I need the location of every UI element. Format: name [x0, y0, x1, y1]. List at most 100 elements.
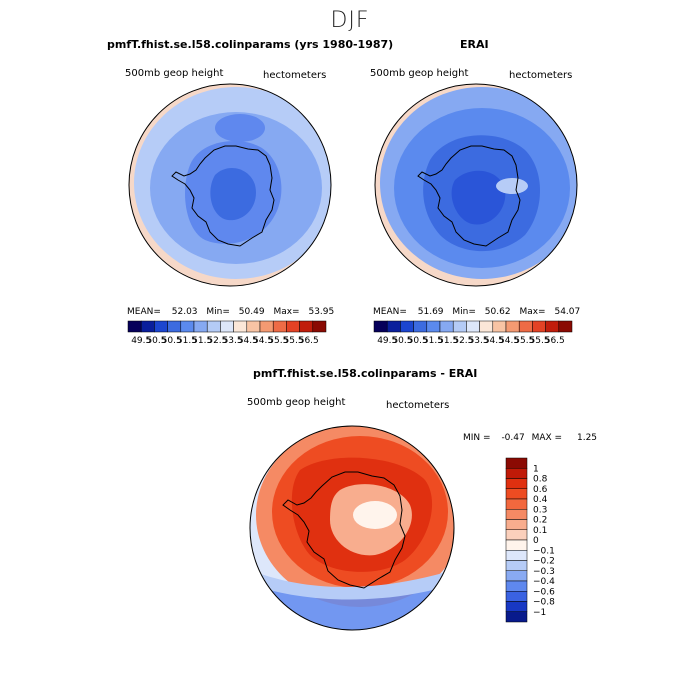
panel3-colorbar-swatch	[505, 539, 528, 551]
panel2-colorbar-swatch	[466, 320, 480, 333]
panel1-map-border	[128, 83, 332, 287]
panel3-min-value: -0.47	[501, 433, 525, 443]
panel1-colorbar-tick-label: 52.5	[207, 336, 227, 346]
panel3-colorbar-swatch	[505, 498, 528, 510]
panel3-colorbar-swatch	[505, 478, 528, 489]
panel1-colorbar-tick-label: 55.5	[284, 336, 304, 346]
panel3-colorbar: 10.80.60.40.30.20.10−0.1−0.2−0.3−0.4−0.6…	[505, 457, 555, 623]
panel1-units-label: hectometers	[263, 70, 327, 81]
panel1-colorbar-tick-label: 54.5	[238, 336, 258, 346]
panel3-colorbar-swatch	[505, 580, 528, 592]
panel1-colorbar-tick-label: 50.5	[146, 336, 166, 346]
panel2-max-value: 54.07	[554, 307, 581, 317]
panel3-colorbar-tick-label: −0.2	[533, 557, 555, 567]
panel2-field-core	[451, 170, 506, 225]
panel2-colorbar-tick-label: 49.5	[377, 336, 397, 346]
panel2-light-patch	[496, 178, 528, 194]
panel2-colorbar-swatch	[400, 320, 414, 333]
panel1-colorbar-tick-label: 56.5	[299, 336, 319, 346]
panel2-units-label: hectometers	[509, 70, 573, 81]
panel2-colorbar-tick-label: 50.5	[392, 336, 412, 346]
panel2-mean-value: 51.69	[417, 307, 444, 317]
panel2-colorbar-swatch	[492, 320, 507, 333]
panel3-antarctica-coastline	[282, 471, 406, 589]
panel3-colorbar-swatch	[505, 560, 528, 571]
panel1-colorbar-swatch	[233, 320, 248, 333]
panel2-colorbar-tick-label: 54.5	[499, 336, 519, 346]
panel1-map	[128, 83, 332, 287]
panel3-southern-light	[250, 568, 454, 600]
panel2-colorbar-tick-label: 55.5	[530, 336, 550, 346]
panel1-colorbar-swatch	[167, 320, 182, 333]
panel1-colorbar-swatch	[259, 320, 274, 333]
panel2-map-border	[374, 83, 578, 287]
panel2-colorbar-tick-label: 51.5	[438, 336, 458, 346]
panel2-colorbar-tick-label: 52.5	[453, 336, 473, 346]
panel1-colorbar-swatch	[312, 320, 327, 333]
panel2-colorbar-swatch	[558, 320, 573, 333]
panel2-colorbar-tick-label: 55.5	[514, 336, 534, 346]
panel1-colorbar-tick-label: 55.5	[268, 336, 288, 346]
panel3-min-label: MIN =	[463, 433, 491, 443]
panel3-map-border	[249, 425, 455, 631]
panel3-colorbar-tick-label: −0.6	[533, 587, 555, 597]
panel3-stats: MIN = -0.47 MAX = 1.25	[463, 433, 597, 443]
panel3-colorbar-tick-label: −0.1	[533, 546, 555, 556]
panel1-field-north	[215, 114, 265, 142]
panel2-colorbar-tick-label: 50.5	[408, 336, 428, 346]
panel1-colorbar-swatch	[299, 320, 314, 333]
panel1-colorbar-tick-label: 53.5	[223, 336, 243, 346]
panel2-colorbar-swatch	[373, 320, 388, 333]
panel3-colorbar-tick-label: 0.6	[533, 485, 548, 495]
panel1-variable-label: 500mb geop height	[125, 68, 224, 79]
panel2-colorbar-swatch	[505, 320, 520, 333]
panel3-colorbar-swatch	[505, 488, 528, 500]
panel3-units-label: hectometers	[386, 400, 450, 411]
panel3-colorbar-swatch	[505, 591, 528, 602]
panel1-mean-value: 52.03	[171, 307, 198, 317]
panel3-colorbar-swatch	[505, 611, 528, 623]
panel3-colorbar-swatch	[505, 550, 528, 561]
panel1-max-value: 53.95	[308, 307, 335, 317]
panel3-colorbar-tick-label: 0.1	[533, 526, 547, 536]
panel3-colorbar-tick-label: 1	[533, 464, 539, 474]
panel2-colorbar-swatch	[532, 320, 546, 333]
panel3-colorbar-tick-label: −1	[533, 608, 546, 618]
panel1-mean-label: MEAN=	[127, 307, 161, 317]
panel1-colorbar-tick-label: 51.5	[177, 336, 197, 346]
panel2-colorbar-swatch	[426, 320, 441, 333]
panel1-colorbar-swatch	[246, 320, 261, 333]
panel3-colorbar-swatch	[505, 529, 528, 541]
panel2-title: ERAI	[460, 38, 489, 51]
panel1-field-core	[210, 167, 256, 221]
panel2-colorbar-swatch	[479, 320, 494, 333]
panel3-max-label: MAX =	[531, 433, 563, 443]
panel2-mean-label: MEAN=	[373, 307, 407, 317]
panel2-colorbar-swatch	[386, 320, 401, 333]
panel1-colorbar-swatch	[127, 320, 142, 333]
panel1-colorbar-swatch	[180, 320, 195, 333]
panel3-colorbar-tick-label: −0.8	[533, 598, 555, 608]
panel3-colorbar-tick-label: −0.4	[533, 577, 555, 587]
panel1-antarctica-coastline	[171, 145, 275, 247]
panel2-min-label: Min=	[452, 307, 476, 317]
panel3-colorbar-tick-label: 0.4	[533, 495, 548, 505]
panel1-colorbar-tick-label: 50.5	[162, 336, 182, 346]
panel3-colorbar-swatch	[505, 468, 528, 479]
panel3-colorbar-tick-label: 0.8	[533, 475, 548, 485]
panel2-colorbar-tick-label: 54.5	[484, 336, 504, 346]
panel3-colorbar-swatch	[505, 519, 528, 530]
panel1-colorbar-tick-label: 54.5	[253, 336, 273, 346]
panel3-colorbar-swatch	[505, 457, 528, 469]
panel2-colorbar-swatch	[439, 320, 454, 333]
panel2-stats: MEAN= 51.69 Min= 50.62 Max= 54.07	[373, 307, 580, 317]
panel1-colorbar-swatch	[154, 320, 168, 333]
panel2-colorbar: 49.550.550.551.551.552.553.554.554.555.5…	[373, 320, 573, 346]
panel2-colorbar-swatch	[413, 320, 428, 333]
figure-title: DJF	[330, 8, 370, 33]
panel2-max-label: Max=	[519, 307, 546, 317]
panel3-colorbar-tick-label: 0.2	[533, 516, 547, 526]
panel2-colorbar-tick-label: 53.5	[469, 336, 489, 346]
panel1-stats: MEAN= 52.03 Min= 50.49 Max= 53.95	[127, 307, 334, 317]
